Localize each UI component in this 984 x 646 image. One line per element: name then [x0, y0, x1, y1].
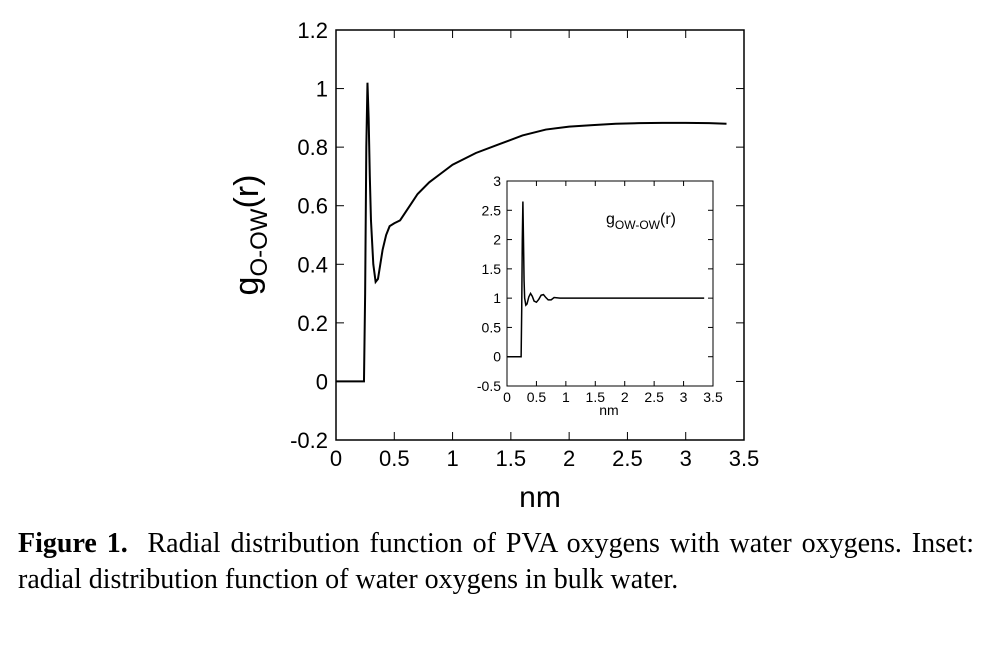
- inset-y-tick-label: 2.5: [482, 202, 502, 218]
- main-y-axis-label: gO-OW(r): [228, 175, 273, 296]
- inset-y-tick-label: 0: [493, 349, 501, 365]
- main-y-label-subscript: O-OW: [246, 208, 273, 276]
- inset-x-tick-label: 3.5: [703, 389, 723, 405]
- main-plot-frame: [335, 29, 745, 441]
- main-x-tick-label: 1.5: [496, 446, 527, 471]
- main-y-tick-label: 1.2: [297, 18, 328, 43]
- inset-y-ticks: -0.5 0 0.5 1 1.5 2 2.5 3: [477, 173, 713, 394]
- inset-y-tick-label: 2: [493, 232, 501, 248]
- main-x-ticks: 0 0.5 1 1.5 2 2.5 3 3.5: [330, 30, 759, 471]
- inset-x-tick-label: 0.5: [527, 389, 547, 405]
- figure-1-chart: 0 0.5 1 1.5 2 2.5 3 3.5 -0.200.20.40.60.811.2 n…: [228, 18, 759, 514]
- inset-x-tick-label: 1.5: [586, 389, 606, 405]
- inset-label-base: g: [606, 211, 615, 228]
- inset-label-arg: (r): [660, 211, 676, 228]
- main-x-tick-label: 2.5: [612, 446, 643, 471]
- inset-y-tick-label: 1.5: [482, 261, 502, 277]
- inset-series-label: gOW-OW(r): [606, 211, 676, 232]
- inset-y-tick-label: -0.5: [477, 378, 501, 394]
- main-y-tick-label: 1: [316, 77, 328, 102]
- main-y-ticks: -0.2 0 0.2 0.4 0.6 0.8 1 1.2: [290, 18, 744, 453]
- main-y-tick-label: 0: [316, 369, 328, 394]
- inset-x-tick-label: 1: [562, 389, 570, 405]
- main-chart: 0 0.5 1 1.5 2 2.5 3 3.5 -0.200.20.40.60.811.2 n…: [228, 18, 759, 514]
- inset-label-subscript: OW-OW: [615, 218, 661, 232]
- main-y-tick-label: 0.4: [297, 252, 328, 277]
- inset-x-axis-label: nm: [599, 402, 618, 418]
- main-x-tick-label: 0: [330, 446, 342, 471]
- inset-x-tick-label: 2: [621, 389, 629, 405]
- main-x-tick-label: 3: [680, 446, 692, 471]
- main-x-tick-label: 0.5: [379, 446, 410, 471]
- inset-y-tick-label: 1: [493, 290, 501, 306]
- caption-text: Radial distribution function of PVA oxyg…: [18, 528, 975, 595]
- inset-x-tick-label: 2.5: [644, 389, 664, 405]
- inset-y-tick-label: 3: [493, 173, 501, 189]
- main-y-label-base: g: [228, 277, 266, 296]
- inset-background: [467, 177, 729, 426]
- main-x-tick-label: 2: [563, 446, 575, 471]
- main-y-tick-label: 0.2: [297, 311, 328, 336]
- caption-label: Figure 1.: [18, 528, 128, 559]
- figure-caption: Figure 1. Radial distribution function o…: [18, 526, 974, 598]
- inset-x-tick-label: 3: [680, 389, 688, 405]
- main-y-tick-label: 0.8: [297, 135, 328, 160]
- main-x-axis-label: nm: [519, 481, 561, 514]
- main-x-tick-label: 1: [446, 446, 458, 471]
- main-x-tick-label: 3.5: [729, 446, 760, 471]
- main-y-tick-label: -0.2: [290, 428, 328, 453]
- main-series-line: [336, 82, 727, 383]
- inset-plot-frame: [506, 180, 714, 387]
- inset-x-ticks: 0 0.5 1 1.5 2 2.5 3 3.5: [503, 181, 723, 405]
- main-y-tick-label: 0.6: [297, 194, 328, 219]
- inset-series-line: [507, 201, 705, 358]
- main-y-label-arg: (r): [228, 175, 266, 209]
- inset-chart: 0 0.5 1 1.5 2 2.5 3 3.5 -0.500.511.522.53 nm gO…: [467, 173, 729, 426]
- inset-x-tick-label: 0: [503, 389, 511, 405]
- inset-y-tick-label: 0.5: [482, 319, 502, 335]
